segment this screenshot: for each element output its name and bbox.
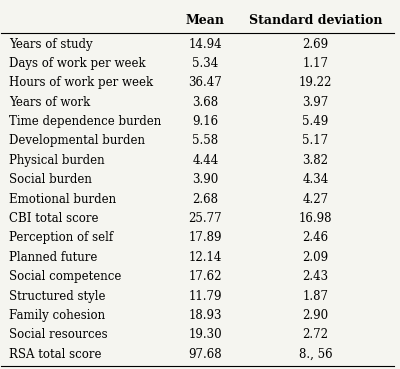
Text: Structured style: Structured style <box>9 290 106 303</box>
Text: Emotional burden: Emotional burden <box>9 193 116 206</box>
Text: Standard deviation: Standard deviation <box>249 14 382 27</box>
Text: 12.14: 12.14 <box>189 251 222 264</box>
Text: 2.69: 2.69 <box>302 38 328 51</box>
Text: Physical burden: Physical burden <box>9 154 105 167</box>
Text: 9.16: 9.16 <box>192 115 218 128</box>
Text: 2.68: 2.68 <box>192 193 218 206</box>
Text: 2.43: 2.43 <box>302 270 328 283</box>
Text: Days of work per week: Days of work per week <box>9 57 146 70</box>
Text: 2.90: 2.90 <box>302 309 328 322</box>
Text: 19.22: 19.22 <box>299 76 332 89</box>
Text: Developmental burden: Developmental burden <box>9 134 145 148</box>
Text: Mean: Mean <box>186 14 225 27</box>
Text: 2.09: 2.09 <box>302 251 328 264</box>
Text: 19.30: 19.30 <box>189 328 222 341</box>
Text: 17.62: 17.62 <box>189 270 222 283</box>
Text: Years of study: Years of study <box>9 38 93 51</box>
Text: 5.34: 5.34 <box>192 57 218 70</box>
Text: 4.27: 4.27 <box>302 193 328 206</box>
Text: 3.68: 3.68 <box>192 96 218 109</box>
Text: Hours of work per week: Hours of work per week <box>9 76 153 89</box>
Text: Time dependence burden: Time dependence burden <box>9 115 162 128</box>
Text: 4.44: 4.44 <box>192 154 218 167</box>
Text: Years of work: Years of work <box>9 96 90 109</box>
Text: 2.46: 2.46 <box>302 231 328 244</box>
Text: Planned future: Planned future <box>9 251 98 264</box>
Text: 8., 56: 8., 56 <box>298 348 332 361</box>
Text: 2.72: 2.72 <box>302 328 328 341</box>
Text: 5.58: 5.58 <box>192 134 218 148</box>
Text: 18.93: 18.93 <box>189 309 222 322</box>
Text: Family cohesion: Family cohesion <box>9 309 105 322</box>
Text: 3.90: 3.90 <box>192 173 218 186</box>
Text: CBI total score: CBI total score <box>9 212 99 225</box>
Text: Social burden: Social burden <box>9 173 92 186</box>
Text: 1.87: 1.87 <box>302 290 328 303</box>
Text: 3.82: 3.82 <box>302 154 328 167</box>
Text: Social competence: Social competence <box>9 270 122 283</box>
Text: Perception of self: Perception of self <box>9 231 113 244</box>
Text: Social resources: Social resources <box>9 328 108 341</box>
Text: 1.17: 1.17 <box>302 57 328 70</box>
Text: RSA total score: RSA total score <box>9 348 102 361</box>
Text: 16.98: 16.98 <box>299 212 332 225</box>
Text: 17.89: 17.89 <box>189 231 222 244</box>
Text: 4.34: 4.34 <box>302 173 328 186</box>
Text: 3.97: 3.97 <box>302 96 328 109</box>
Text: 5.17: 5.17 <box>302 134 328 148</box>
Text: 5.49: 5.49 <box>302 115 328 128</box>
Text: 97.68: 97.68 <box>189 348 222 361</box>
Text: 25.77: 25.77 <box>189 212 222 225</box>
Text: 14.94: 14.94 <box>189 38 222 51</box>
Text: 36.47: 36.47 <box>188 76 222 89</box>
Text: 11.79: 11.79 <box>189 290 222 303</box>
